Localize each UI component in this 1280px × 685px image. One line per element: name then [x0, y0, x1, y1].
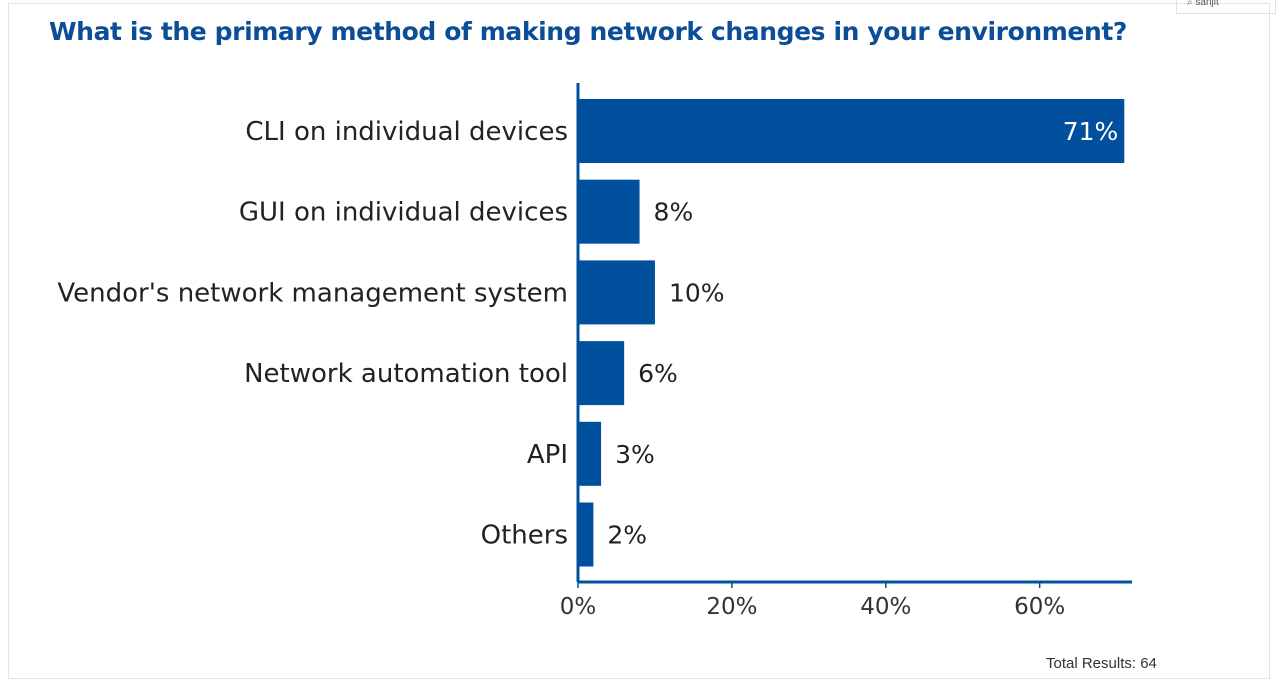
- value-label: 8%: [654, 198, 694, 227]
- category-label: GUI on individual devices: [239, 198, 568, 228]
- category-label: Others: [481, 521, 568, 551]
- value-label: 71%: [1063, 117, 1119, 146]
- bar: [578, 179, 640, 244]
- value-label: 2%: [607, 521, 647, 550]
- bar: [578, 421, 602, 486]
- x-tick-label: 20%: [706, 594, 757, 620]
- category-labels: CLI on individual devices GUI on individu…: [57, 117, 568, 551]
- value-label: 3%: [615, 440, 655, 469]
- search-widget-text: sanjit: [1195, 0, 1219, 8]
- x-tick-label: 60%: [1014, 594, 1065, 620]
- total-results: Total Results: 64: [1046, 655, 1157, 672]
- search-widget[interactable]: ⌕ sanjit: [1176, 0, 1276, 14]
- bar: [578, 502, 594, 567]
- bar: [578, 260, 655, 325]
- value-label: 6%: [638, 359, 678, 388]
- category-label: CLI on individual devices: [245, 117, 568, 147]
- bar: [578, 99, 1125, 163]
- value-labels: 71% 8% 10% 6% 3% 2%: [607, 117, 1118, 550]
- x-tick-label: 0%: [560, 594, 597, 620]
- value-label: 10%: [669, 278, 725, 307]
- category-label: API: [527, 440, 568, 470]
- search-icon: ⌕: [1187, 0, 1193, 8]
- bars-group: [578, 99, 1125, 567]
- x-tick-label: 40%: [860, 594, 911, 620]
- bar: [578, 341, 625, 406]
- chart-title: What is the primary method of making net…: [49, 17, 1128, 46]
- category-label: Vendor's network management system: [57, 278, 568, 308]
- category-label: Network automation tool: [244, 359, 568, 389]
- x-tick-labels: 0% 20% 40% 60%: [560, 582, 1065, 620]
